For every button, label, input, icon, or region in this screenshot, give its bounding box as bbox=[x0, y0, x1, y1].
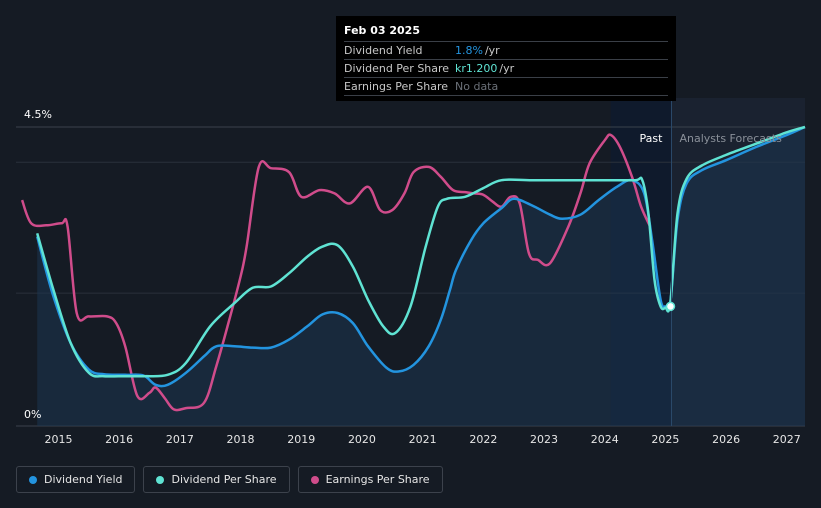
tooltip-row-label: Earnings Per Share bbox=[344, 80, 449, 93]
x-tick-label: 2027 bbox=[773, 433, 801, 446]
legend-item-dividend-yield[interactable]: Dividend Yield bbox=[16, 466, 136, 493]
current-value-marker[interactable] bbox=[665, 301, 676, 312]
tooltip-row-label: Dividend Per Share bbox=[344, 62, 450, 75]
legend-item-dividend-per-share[interactable]: Dividend Per Share bbox=[143, 466, 290, 493]
tooltip-row-unit: /yr bbox=[484, 44, 500, 57]
x-tick-label: 2018 bbox=[227, 433, 255, 446]
y-tick-label: 0% bbox=[24, 408, 41, 421]
legend-dot-icon bbox=[156, 475, 165, 484]
area-fills bbox=[37, 127, 805, 426]
dividend-yield-line bbox=[35, 125, 806, 388]
past-label: Past bbox=[640, 132, 664, 145]
legend: Dividend Yield Dividend Per Share Earnin… bbox=[16, 466, 443, 493]
tooltip-row-value: No data bbox=[455, 80, 499, 93]
dividend-yield-area bbox=[37, 127, 805, 426]
x-tick-label: 2019 bbox=[287, 433, 315, 446]
x-tick-label: 2017 bbox=[166, 433, 194, 446]
tooltip-row-unit: /yr bbox=[499, 62, 515, 75]
x-axis-ticks: 2015 2016 2017 2018 2019 2020 2021 2022 2023 2024… bbox=[44, 433, 800, 446]
y-axis-ticks: 4.5% 0% bbox=[24, 108, 52, 421]
tooltip-row-value: 1.8% bbox=[455, 44, 483, 57]
x-tick-label: 2016 bbox=[105, 433, 133, 446]
x-tick-label: 2020 bbox=[348, 433, 376, 446]
tooltip-row-label: Dividend Yield bbox=[344, 44, 423, 57]
tooltip: Feb 03 2025 Dividend Yield 1.8% /yr Divi… bbox=[336, 16, 676, 101]
earnings-per-share-line bbox=[20, 133, 652, 412]
y-tick-label: 4.5% bbox=[24, 108, 52, 121]
legend-label: Dividend Yield bbox=[44, 473, 123, 486]
legend-dot-icon bbox=[29, 475, 37, 484]
x-tick-label: 2025 bbox=[651, 433, 679, 446]
legend-dot-icon bbox=[310, 475, 319, 484]
legend-item-earnings-per-share[interactable]: Earnings Per Share bbox=[297, 466, 443, 493]
tooltip-row-value: kr1.200 bbox=[455, 62, 498, 75]
forecast-label: Analysts Forecasts bbox=[679, 132, 782, 145]
x-tick-label: 2023 bbox=[530, 433, 558, 446]
legend-label: Earnings Per Share bbox=[325, 473, 430, 486]
tooltip-row-dividend-yield: Dividend Yield 1.8% /yr bbox=[344, 42, 668, 60]
tooltip-row-dividend-per-share: Dividend Per Share kr1.200 /yr bbox=[344, 60, 668, 78]
tooltip-date: Feb 03 2025 bbox=[344, 16, 668, 42]
x-tick-label: 2015 bbox=[44, 433, 72, 446]
x-tick-label: 2021 bbox=[409, 433, 437, 446]
legend-label: Dividend Per Share bbox=[171, 473, 277, 486]
x-tick-label: 2026 bbox=[712, 433, 740, 446]
x-tick-label: 2022 bbox=[469, 433, 497, 446]
x-tick-label: 2024 bbox=[591, 433, 619, 446]
tooltip-row-earnings-per-share: Earnings Per Share No data bbox=[344, 78, 668, 96]
